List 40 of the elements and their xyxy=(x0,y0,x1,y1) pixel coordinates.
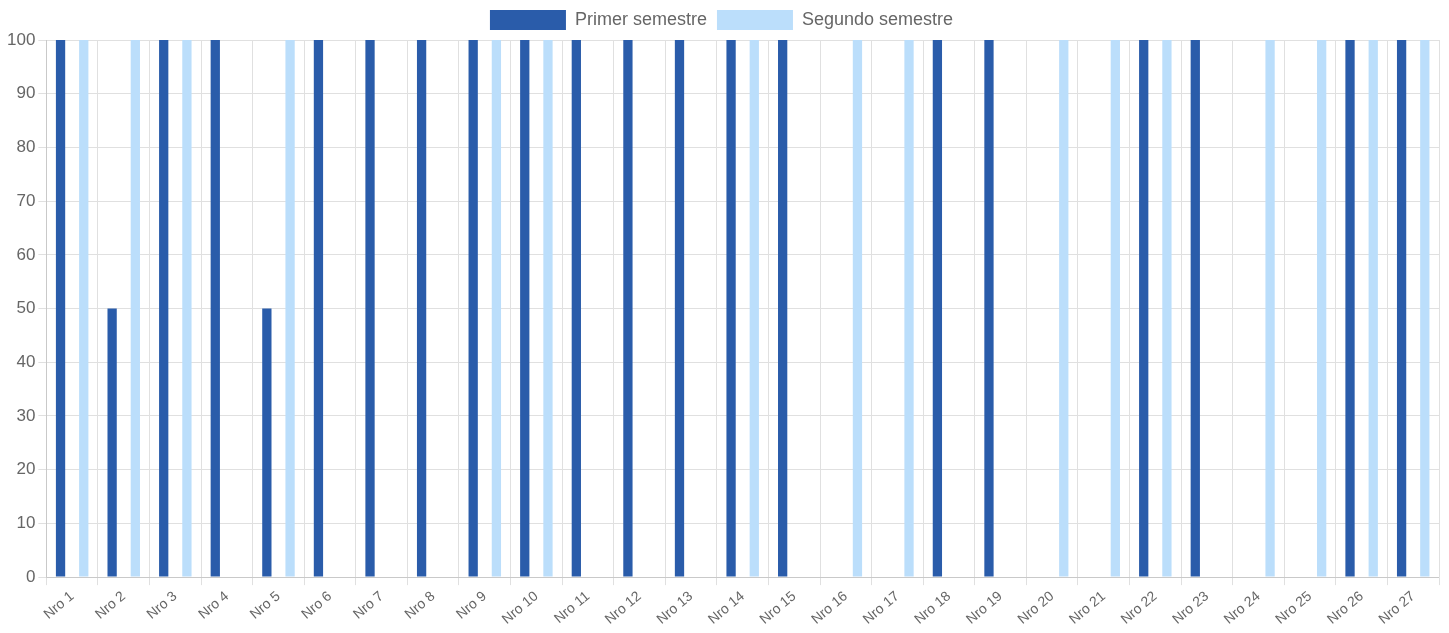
x-tick-label: Nro 8 xyxy=(401,587,438,622)
x-tick-label: Nro 17 xyxy=(859,587,902,627)
x-tick-label: Nro 11 xyxy=(550,587,593,627)
x-tick-label: Nro 3 xyxy=(143,587,180,622)
x-tick-label: Nro 7 xyxy=(349,587,387,622)
y-tick-label: 50 xyxy=(16,298,36,318)
x-tick-label: Nro 14 xyxy=(704,587,748,627)
x-tick-label: Nro 12 xyxy=(601,587,645,627)
y-tick-label: 40 xyxy=(16,351,36,371)
x-tick-label: Nro 2 xyxy=(91,587,129,622)
x-tick-label: Nro 24 xyxy=(1220,587,1264,627)
y-tick-label: 80 xyxy=(16,137,36,157)
x-tick-label: Nro 27 xyxy=(1375,587,1418,627)
x-tick-label: Nro 9 xyxy=(452,587,490,622)
y-tick-label: 100 xyxy=(6,29,36,49)
x-tick-label: Nro 4 xyxy=(194,587,232,622)
x-tick-label: Nro 13 xyxy=(653,587,696,627)
x-tick-label: Nro 18 xyxy=(910,587,954,627)
x-tick-label: Nro 23 xyxy=(1168,587,1212,627)
x-tick-label: Nro 16 xyxy=(807,587,851,627)
x-tick-label: Nro 26 xyxy=(1323,587,1367,627)
y-tick-label: 60 xyxy=(16,244,36,264)
x-tick-label: Nro 20 xyxy=(1014,587,1057,627)
legend-label: Segundo semestre xyxy=(801,8,954,29)
x-tick-label: Nro 10 xyxy=(498,587,541,627)
x-tick-label: Nro 5 xyxy=(246,587,284,622)
x-tick-label: Nro 6 xyxy=(297,587,335,622)
y-tick-label: 10 xyxy=(16,513,36,533)
x-tick-label: Nro 15 xyxy=(756,587,799,627)
x-tick-label: Nro 22 xyxy=(1117,587,1160,627)
x-tick-label: Nro 25 xyxy=(1272,587,1315,627)
legend-label: Primer semestre xyxy=(574,8,707,29)
y-tick-label: 30 xyxy=(16,405,36,425)
y-tick-label: 20 xyxy=(16,459,36,479)
y-tick-label: 90 xyxy=(16,83,36,103)
y-tick-label: 0 xyxy=(25,566,36,586)
x-tick-label: Nro 1 xyxy=(40,587,77,622)
y-tick-label: 70 xyxy=(16,190,36,210)
x-tick-label: Nro 19 xyxy=(962,587,1006,627)
x-tick-label: Nro 21 xyxy=(1065,587,1109,627)
